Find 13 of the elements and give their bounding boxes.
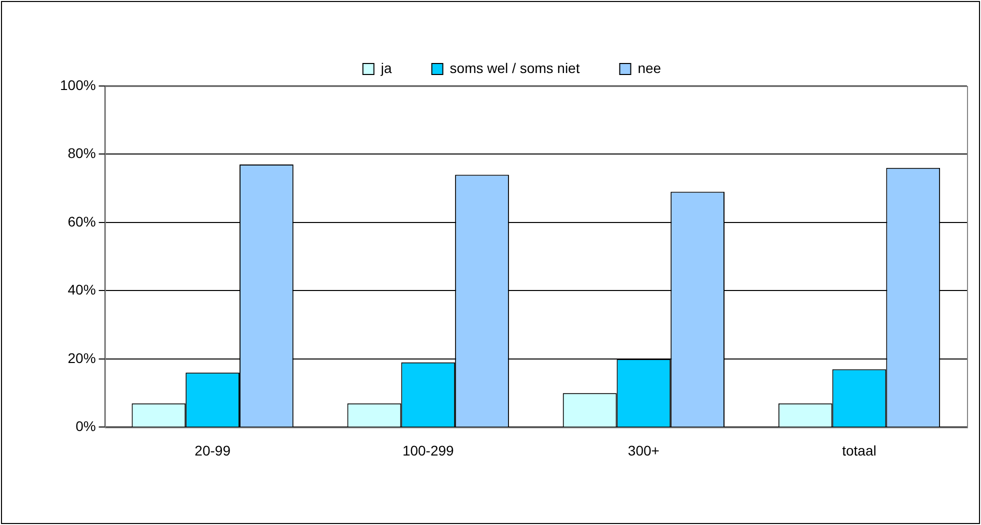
legend-label: ja [380, 60, 392, 76]
x-tick-label: 20-99 [194, 442, 231, 458]
legend-label: nee [638, 60, 662, 76]
legend-label: soms wel / soms niet [450, 60, 580, 76]
y-tick-label: 20% [68, 350, 96, 366]
y-tick-label: 40% [68, 282, 96, 298]
x-tick-label: 100-299 [402, 442, 454, 458]
y-tick-label: 0% [76, 418, 96, 434]
y-tick-label: 80% [68, 145, 96, 162]
y-tick-label: 100% [60, 76, 96, 93]
x-tick-label: 300+ [628, 442, 660, 458]
y-tick-label: 60% [68, 213, 96, 230]
x-tick-label: totaal [842, 442, 876, 458]
